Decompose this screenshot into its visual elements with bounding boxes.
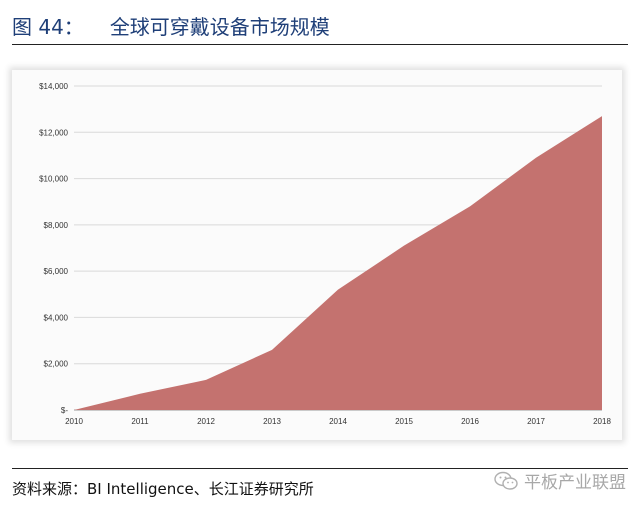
x-tick-label: 2011 xyxy=(131,417,149,426)
x-tick-label: 2014 xyxy=(329,417,347,426)
y-tick-label: $6,000 xyxy=(44,267,69,276)
figure-header: 图 44： 全球可穿戴设备市场规模 xyxy=(12,10,330,40)
y-tick-label: $10,000 xyxy=(39,175,68,184)
y-tick-label: $12,000 xyxy=(39,128,68,137)
area-chart: $- $2,000 $4,000 $6,000 $8,000 $10,000 $12,000… xyxy=(39,82,611,426)
y-tick-label: $4,000 xyxy=(44,313,69,322)
source-note: 资料来源：BI Intelligence、长江证券研究所 xyxy=(12,480,314,498)
chart-panel: $- $2,000 $4,000 $6,000 $8,000 $10,000 $12,000… xyxy=(12,70,622,440)
watermark-text: 平板产业联盟 xyxy=(524,473,626,493)
area-series xyxy=(74,116,602,411)
x-tick-label: 2012 xyxy=(197,417,215,426)
x-tick-label: 2010 xyxy=(65,417,83,426)
figure-number: 图 44： xyxy=(12,14,84,39)
x-tick-label: 2017 xyxy=(527,417,545,426)
figure-title: 全球可穿戴设备市场规模 xyxy=(109,14,330,39)
y-tick-label: $- xyxy=(61,406,68,415)
footer-divider xyxy=(12,468,628,469)
watermark: 平板产业联盟 xyxy=(494,468,626,493)
y-tick-label: $2,000 xyxy=(44,360,69,369)
x-tick-label: 2018 xyxy=(593,417,611,426)
wechat-icon xyxy=(494,471,518,490)
x-tick-label: 2015 xyxy=(395,417,413,426)
x-tick-label: 2013 xyxy=(263,417,281,426)
y-tick-label: $8,000 xyxy=(44,221,69,230)
header-divider xyxy=(12,44,628,45)
x-tick-label: 2016 xyxy=(461,417,479,426)
y-tick-label: $14,000 xyxy=(39,82,68,91)
